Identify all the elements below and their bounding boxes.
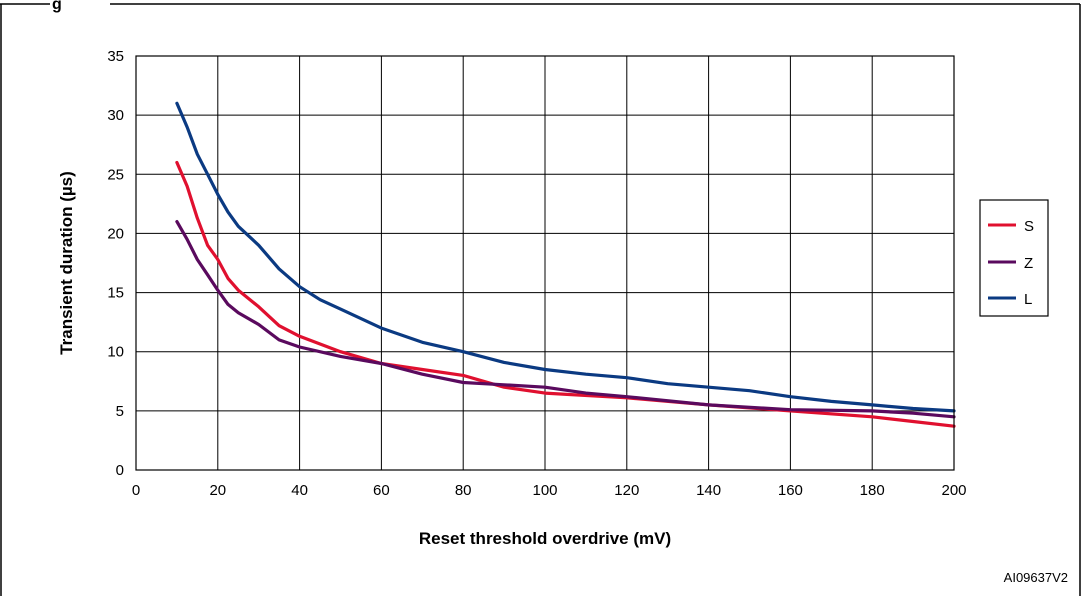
y-tick-label: 15 bbox=[107, 285, 124, 302]
y-tick-label: 10 bbox=[107, 344, 124, 361]
x-tick-label: 20 bbox=[209, 482, 226, 499]
x-axis-label: Reset threshold overdrive (mV) bbox=[419, 529, 671, 548]
series-line-l bbox=[175, 101, 956, 413]
y-tick-label: 30 bbox=[107, 107, 124, 124]
plot-area-border bbox=[135, 55, 955, 471]
legend-label-z: Z bbox=[1024, 255, 1033, 272]
x-tick-label: 0 bbox=[132, 482, 140, 499]
y-tick-label: 0 bbox=[116, 462, 124, 479]
x-tick-label: 140 bbox=[696, 482, 721, 499]
x-tick-label: 100 bbox=[532, 482, 557, 499]
figure-id: AI09637V2 bbox=[1004, 570, 1068, 585]
y-tick-label: 20 bbox=[107, 225, 124, 242]
y-tick-label: 5 bbox=[116, 403, 124, 420]
x-tick-labels: 0 20 40 60 80 100 120 140 160 180 200 bbox=[132, 482, 967, 499]
series-line-z bbox=[175, 220, 956, 419]
y-axis-label: Transient duration (µs) bbox=[57, 171, 76, 355]
legend: S Z L bbox=[979, 199, 1049, 317]
x-tick-label: 80 bbox=[455, 482, 472, 499]
legend-label-s: S bbox=[1024, 218, 1034, 235]
x-tick-label: 60 bbox=[373, 482, 390, 499]
x-tick-label: 40 bbox=[291, 482, 308, 499]
x-tick-label: 180 bbox=[860, 482, 885, 499]
series-line-s bbox=[175, 160, 956, 428]
cropped-heading-fragment: g bbox=[52, 0, 62, 13]
y-tick-labels: 0 5 10 15 20 25 30 35 bbox=[107, 48, 124, 479]
x-tick-label: 120 bbox=[614, 482, 639, 499]
x-tick-label: 200 bbox=[941, 482, 966, 499]
series-lines bbox=[175, 101, 956, 428]
grid bbox=[135, 55, 955, 471]
x-tick-label: 160 bbox=[778, 482, 803, 499]
y-tick-label: 25 bbox=[107, 166, 124, 183]
legend-label-l: L bbox=[1024, 291, 1032, 308]
y-tick-label: 35 bbox=[107, 48, 124, 65]
